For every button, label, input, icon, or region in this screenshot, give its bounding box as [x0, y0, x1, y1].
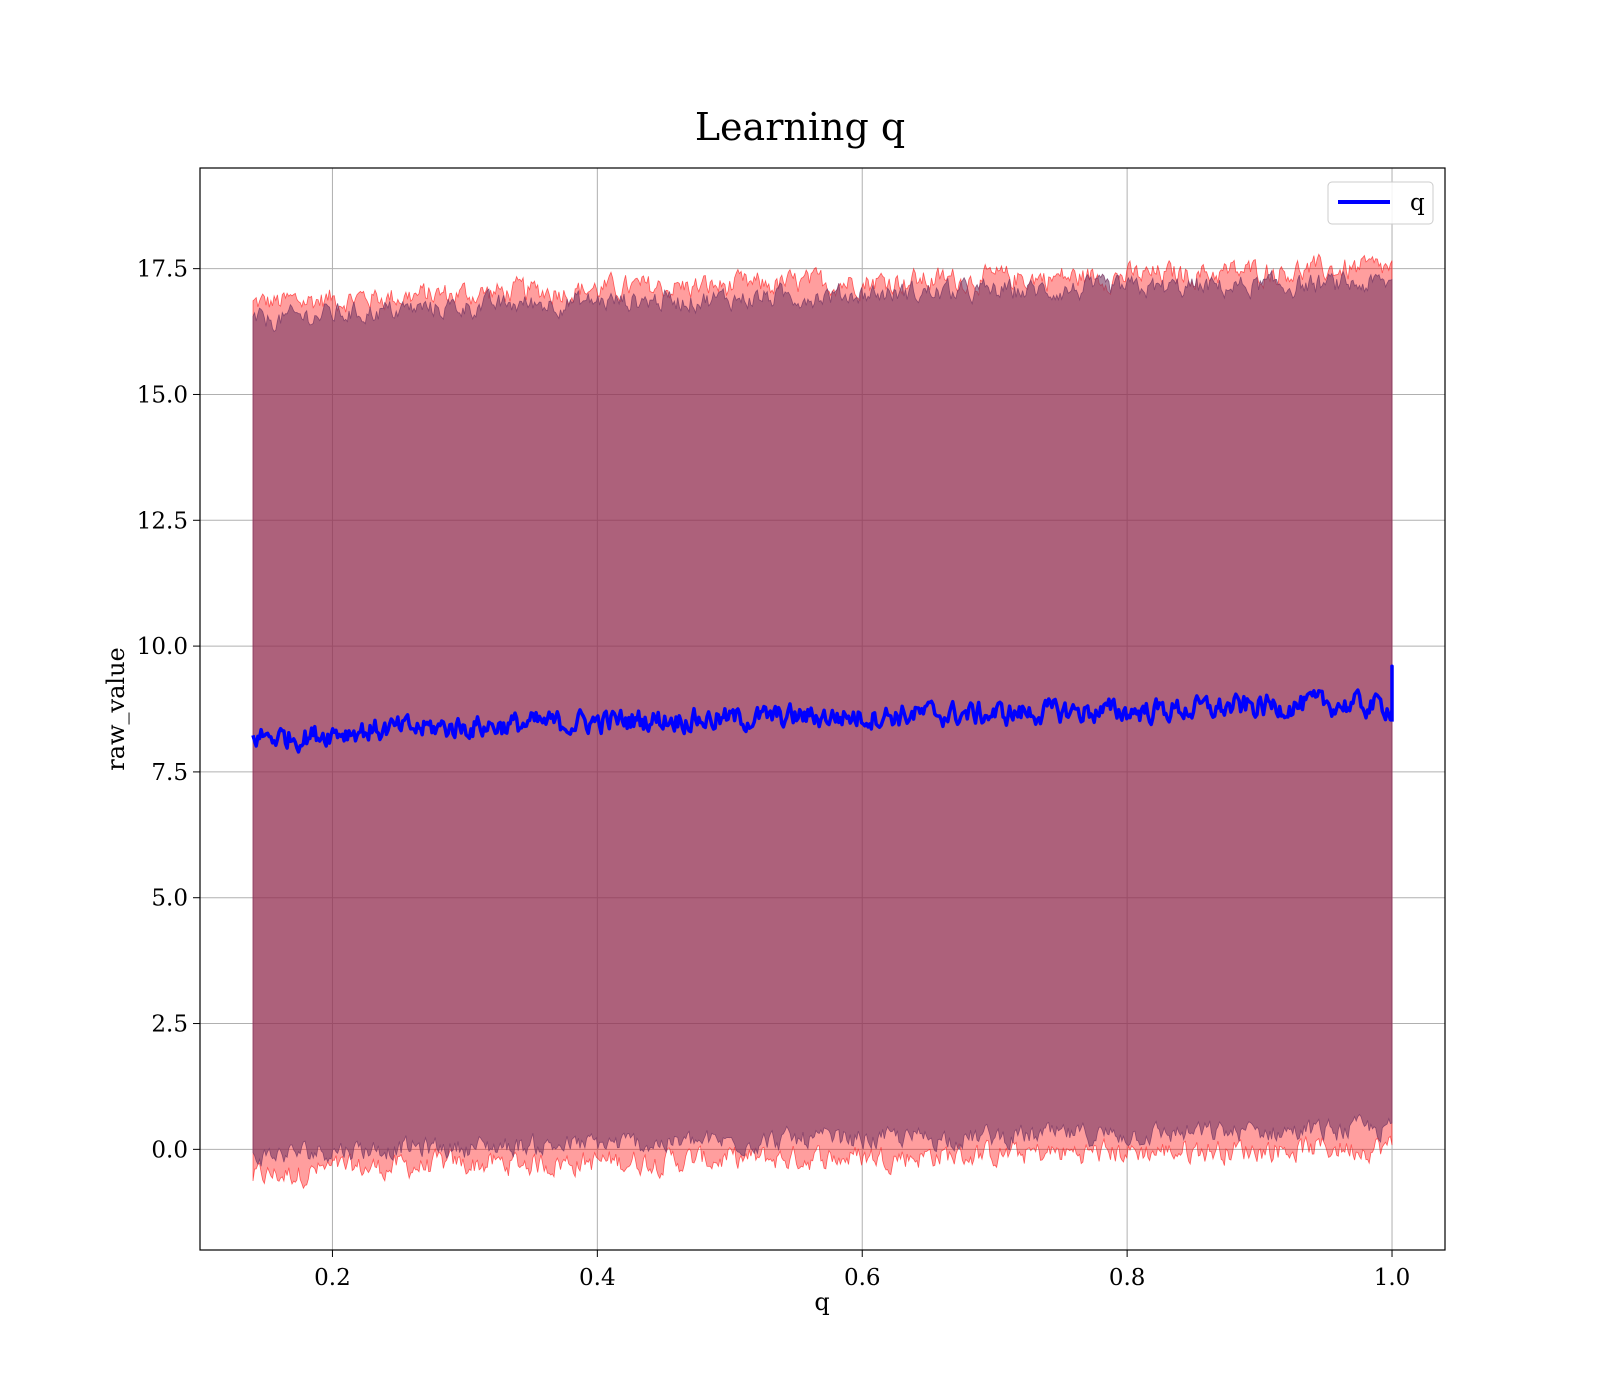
legend: q [1327, 181, 1434, 225]
y-axis: 0.0 2.5 5.0 7.5 10.0 12.5 15.0 17.5 [137, 257, 200, 1163]
x-tick-label: 0.4 [579, 1265, 616, 1291]
x-axis-label: q [814, 1288, 829, 1316]
x-tick-label: 0.6 [844, 1265, 881, 1291]
x-tick-label: 0.8 [1109, 1265, 1146, 1291]
y-tick-label: 2.5 [151, 1012, 188, 1038]
series-line-q [251, 664, 1394, 754]
y-tick-label: 15.0 [137, 382, 188, 408]
y-tick-label: 7.5 [151, 760, 188, 786]
y-tick-label: 5.0 [151, 886, 188, 912]
x-tick-label: 1.0 [1374, 1265, 1411, 1291]
y-tick-label: 17.5 [137, 257, 188, 283]
x-axis: 0.2 0.4 0.6 0.8 1.0 [314, 1250, 1410, 1291]
plot-frame [199, 167, 1446, 1251]
legend-label: q [1410, 190, 1425, 216]
y-tick-label: 10.0 [137, 634, 188, 660]
x-tick-label: 0.2 [314, 1265, 351, 1291]
series-layer [251, 664, 1394, 754]
y-axis-label: raw_value [102, 647, 130, 771]
y-tick-label: 12.5 [137, 508, 188, 534]
chart-title: Learning q [695, 105, 905, 149]
y-tick-label: 0.0 [151, 1137, 188, 1163]
